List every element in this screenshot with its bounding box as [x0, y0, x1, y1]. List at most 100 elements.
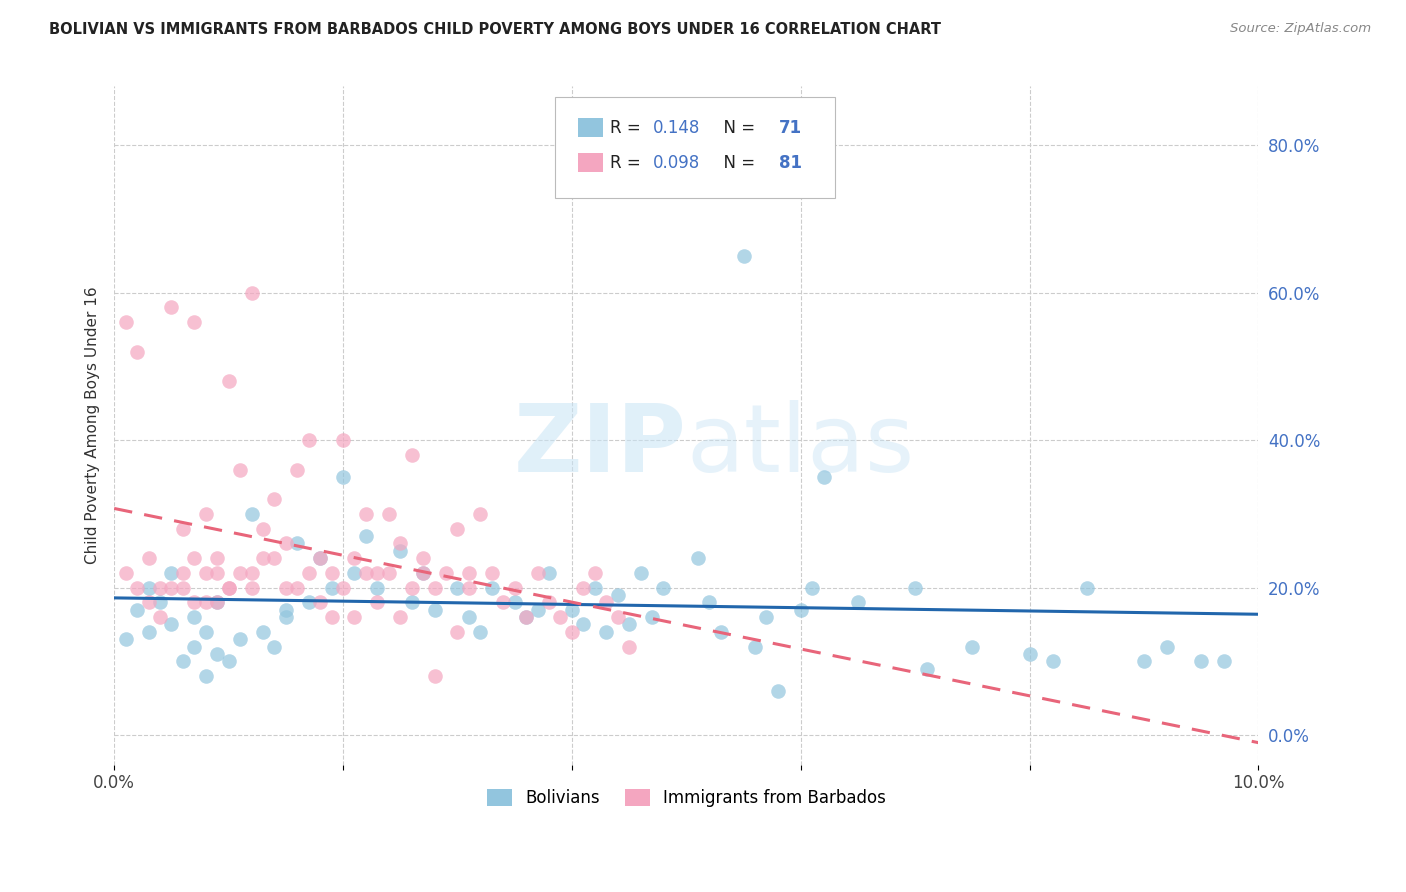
Text: N =: N = — [713, 154, 761, 172]
Point — [630, 566, 652, 580]
FancyBboxPatch shape — [578, 153, 603, 172]
Point — [446, 522, 468, 536]
Point — [183, 315, 205, 329]
FancyBboxPatch shape — [555, 96, 835, 198]
Point — [218, 654, 240, 668]
Point — [503, 581, 526, 595]
Point — [309, 551, 332, 566]
Point — [343, 566, 366, 580]
FancyBboxPatch shape — [578, 119, 603, 137]
Text: 0.148: 0.148 — [654, 119, 700, 136]
Point — [114, 566, 136, 580]
Point — [389, 543, 412, 558]
Point — [537, 566, 560, 580]
Point — [766, 683, 789, 698]
Point — [1213, 654, 1236, 668]
Point — [458, 610, 481, 624]
Point — [240, 507, 263, 521]
Text: R =: R = — [610, 119, 645, 136]
Point — [298, 566, 321, 580]
Point — [1189, 654, 1212, 668]
Point — [652, 581, 675, 595]
Point — [309, 595, 332, 609]
Point — [962, 640, 984, 654]
Point — [229, 566, 252, 580]
Point — [1156, 640, 1178, 654]
Point — [183, 610, 205, 624]
Point — [138, 581, 160, 595]
Point — [401, 595, 423, 609]
Point — [515, 610, 537, 624]
Point — [205, 647, 228, 661]
Point — [138, 595, 160, 609]
Point — [343, 551, 366, 566]
Point — [274, 603, 297, 617]
Point — [813, 470, 835, 484]
Point — [412, 551, 434, 566]
Point — [561, 624, 583, 639]
Point — [160, 617, 183, 632]
Point — [205, 595, 228, 609]
Point — [366, 595, 388, 609]
Point — [481, 566, 503, 580]
Point — [354, 566, 377, 580]
Point — [285, 581, 308, 595]
Point — [1018, 647, 1040, 661]
Point — [561, 603, 583, 617]
Point — [218, 374, 240, 388]
Point — [298, 433, 321, 447]
Text: N =: N = — [713, 119, 761, 136]
Point — [240, 581, 263, 595]
Point — [595, 595, 617, 609]
Point — [710, 624, 733, 639]
Point — [537, 595, 560, 609]
Point — [446, 624, 468, 639]
Point — [160, 581, 183, 595]
Point — [1042, 654, 1064, 668]
Point — [321, 566, 343, 580]
Text: R =: R = — [610, 154, 645, 172]
Point — [801, 581, 824, 595]
Point — [125, 603, 148, 617]
Point — [194, 507, 217, 521]
Legend: Bolivians, Immigrants from Barbados: Bolivians, Immigrants from Barbados — [479, 782, 893, 814]
Point — [183, 595, 205, 609]
Point — [423, 669, 446, 683]
Point — [343, 610, 366, 624]
Point — [194, 566, 217, 580]
Point — [686, 551, 709, 566]
Text: ZIP: ZIP — [513, 400, 686, 491]
Point — [194, 595, 217, 609]
Point — [412, 566, 434, 580]
Point — [218, 581, 240, 595]
Point — [263, 492, 285, 507]
Point — [446, 581, 468, 595]
Point — [846, 595, 869, 609]
Point — [354, 507, 377, 521]
Point — [470, 624, 492, 639]
Point — [332, 581, 354, 595]
Point — [401, 448, 423, 462]
Point — [1076, 581, 1098, 595]
Point — [125, 344, 148, 359]
Point — [550, 610, 572, 624]
Point — [366, 566, 388, 580]
Point — [218, 581, 240, 595]
Point — [378, 507, 401, 521]
Point — [172, 654, 194, 668]
Y-axis label: Child Poverty Among Boys Under 16: Child Poverty Among Boys Under 16 — [86, 286, 100, 565]
Point — [389, 610, 412, 624]
Point — [915, 662, 938, 676]
Point — [160, 301, 183, 315]
Point — [240, 285, 263, 300]
Point — [114, 632, 136, 647]
Point — [458, 581, 481, 595]
Text: atlas: atlas — [686, 400, 914, 491]
Point — [240, 566, 263, 580]
Point — [274, 581, 297, 595]
Point — [172, 522, 194, 536]
Point — [744, 640, 766, 654]
Point — [252, 551, 274, 566]
Point — [229, 463, 252, 477]
Point — [298, 595, 321, 609]
